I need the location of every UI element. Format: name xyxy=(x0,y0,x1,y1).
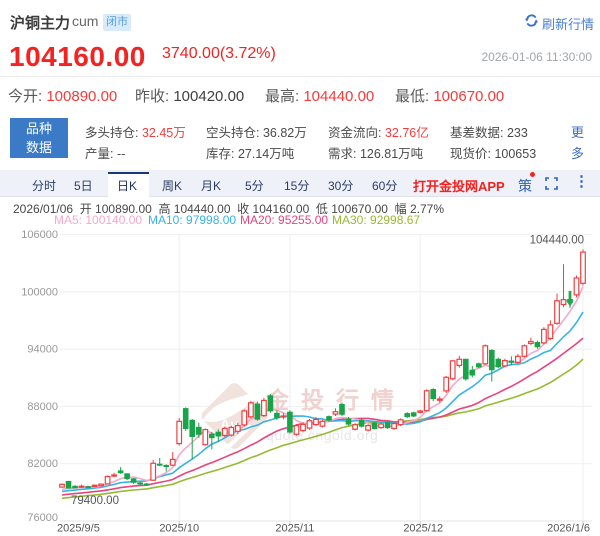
svg-text:76000: 76000 xyxy=(27,512,58,524)
svg-text:2025/10: 2025/10 xyxy=(159,523,199,535)
svg-text:2025/11: 2025/11 xyxy=(275,523,314,535)
svg-text:79400.00: 79400.00 xyxy=(71,495,119,507)
svg-text:106000: 106000 xyxy=(21,229,58,241)
svg-text:94000: 94000 xyxy=(27,344,58,356)
svg-text:104440.00: 104440.00 xyxy=(530,235,584,247)
svg-text:88000: 88000 xyxy=(27,401,58,413)
svg-text:82000: 82000 xyxy=(27,458,58,470)
svg-text:2025/9/5: 2025/9/5 xyxy=(57,523,100,535)
svg-text:2025/12: 2025/12 xyxy=(403,523,443,535)
svg-text:金投行情: 金投行情 xyxy=(265,387,406,413)
svg-text:100000: 100000 xyxy=(21,286,58,298)
svg-text:2026/1/6: 2026/1/6 xyxy=(547,523,590,535)
